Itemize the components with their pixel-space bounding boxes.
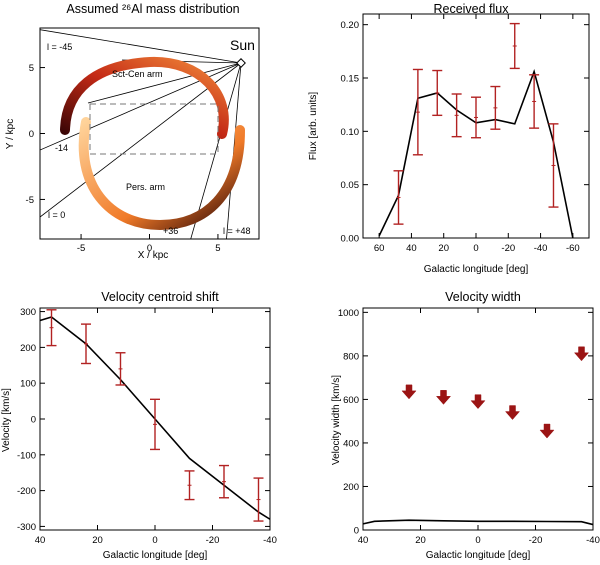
- flux-marks: [378, 22, 574, 239]
- width-xlabel: Galactic longitude [deg]: [426, 550, 531, 561]
- map-ytick-label: 5: [29, 63, 34, 74]
- width-ytick-label: 200: [343, 482, 359, 493]
- velocity-xtick-label: 0: [152, 535, 157, 546]
- sightline-label-minus-14: -14: [55, 143, 68, 153]
- width-upper-limit-arrow: [539, 423, 555, 439]
- map-drawing: [40, 29, 246, 239]
- sightline-label-0: l = 0: [48, 210, 65, 220]
- map-ytick-label: 0: [29, 129, 34, 140]
- width-upper-limit-arrow: [435, 390, 452, 405]
- flux-ylabel: Flux [arb. units]: [308, 92, 319, 161]
- map-title: Assumed ²⁶Al mass distribution: [66, 2, 239, 16]
- map-xlabel: X / kpc: [138, 250, 169, 261]
- width-upper-limit-arrow: [401, 384, 417, 400]
- flux-xlabel: Galactic longitude [deg]: [424, 264, 529, 275]
- arm-label-perseus: Pers. arm: [126, 182, 165, 192]
- width-ytick-label: 400: [343, 438, 359, 449]
- width-xtick-label: -40: [586, 535, 600, 546]
- flux-xtick-label: 40: [406, 243, 417, 254]
- velocity-ytick-label: 0: [31, 415, 36, 426]
- flux-panel: Received flux 60 40 20 0 -20 -40 -60 0.00 0.05 0.…: [308, 2, 590, 275]
- bar-region-box: [89, 103, 219, 155]
- width-xtick-label: 0: [475, 535, 480, 546]
- flux-xtick-label: 20: [438, 243, 449, 254]
- width-model-line: [362, 519, 594, 526]
- width-title: Velocity width: [445, 290, 521, 304]
- map-xtick-label: 0: [147, 243, 152, 254]
- map-panel: Assumed ²⁶Al mass distribution Sun Sct-C…: [5, 2, 260, 261]
- flux-xtick-label: 60: [374, 243, 385, 254]
- width-upper-limit-arrow: [504, 405, 521, 420]
- flux-xtick-label: -40: [534, 243, 548, 254]
- width-marks: [362, 346, 594, 526]
- map-ylabel: Y / kpc: [5, 119, 16, 149]
- arm-label-sct-cen: Sct-Cen arm: [112, 69, 163, 79]
- flux-xtick-label: 0: [473, 243, 478, 254]
- sightline-label-plus-36: +36: [163, 226, 178, 236]
- flux-ytick-label: 0.05: [341, 180, 360, 191]
- width-ytick-label: 1000: [338, 308, 359, 319]
- width-panel: Velocity width 40 20 0 -20 -4002004006008001…: [331, 290, 600, 561]
- width-ytick-label: 0: [354, 526, 359, 537]
- velocity-panel: Velocity centroid shift 40 20 0 -20 -40-300-…: [1, 290, 277, 561]
- map-xtick-label: 5: [215, 243, 220, 254]
- width-ytick-label: 800: [343, 351, 359, 362]
- sct-cen-arm: [60, 56, 229, 139]
- width-frame: [362, 307, 594, 531]
- width-xtick-label: 40: [358, 535, 369, 546]
- velocity-ytick-label: -300: [17, 522, 36, 533]
- flux-ytick-label: 0.20: [341, 20, 360, 31]
- velocity-ytick-label: 100: [20, 379, 36, 390]
- flux-title: Received flux: [433, 2, 509, 16]
- width-upper-limit-arrow: [573, 346, 590, 362]
- velocity-title: Velocity centroid shift: [101, 290, 219, 304]
- velocity-ytick-label: -100: [17, 450, 36, 461]
- sightline-label-minus-45: l = -45: [47, 42, 72, 52]
- velocity-xtick-label: 20: [92, 535, 103, 546]
- width-xtick-label: 20: [415, 535, 426, 546]
- sun-label: Sun: [230, 37, 255, 53]
- sightline-label-plus-48: l = +48: [223, 226, 251, 236]
- sightline-l-plus-27: [87, 62, 242, 104]
- width-ylabel: Velocity width [km/s]: [331, 375, 342, 465]
- velocity-xtick-label: 40: [35, 535, 46, 546]
- flux-xtick-label: -60: [566, 243, 580, 254]
- flux-xtick-label: -20: [501, 243, 515, 254]
- velocity-xlabel: Galactic longitude [deg]: [103, 550, 208, 561]
- velocity-xtick-label: -40: [263, 535, 277, 546]
- sightline-l-minus-45: [40, 29, 242, 64]
- flux-axes: 60 40 20 0 -20 -40 -60 0.00 0.05 0.10 0.15 0.20: [341, 14, 589, 254]
- width-upper-limit-arrow: [470, 394, 486, 410]
- flux-ytick-label: 0.10: [341, 127, 360, 138]
- velocity-ytick-label: 200: [20, 343, 36, 354]
- width-ytick-label: 600: [343, 395, 359, 406]
- width-xtick-label: -20: [529, 535, 543, 546]
- sun-marker: [236, 58, 246, 68]
- velocity-marks: [39, 309, 271, 522]
- velocity-xtick-label: -20: [206, 535, 220, 546]
- map-axes: -5 0 5 -5 0 5: [26, 63, 221, 254]
- perseus-arm: [78, 117, 245, 231]
- flux-ytick-label: 0.15: [341, 74, 360, 85]
- map-ytick-label: -5: [26, 195, 34, 206]
- velocity-ylabel: Velocity [km/s]: [1, 388, 12, 452]
- flux-ytick-label: 0.00: [341, 234, 360, 245]
- velocity-ytick-label: 300: [20, 307, 36, 318]
- velocity-ytick-label: -200: [17, 486, 36, 497]
- map-xtick-label: -5: [77, 243, 85, 254]
